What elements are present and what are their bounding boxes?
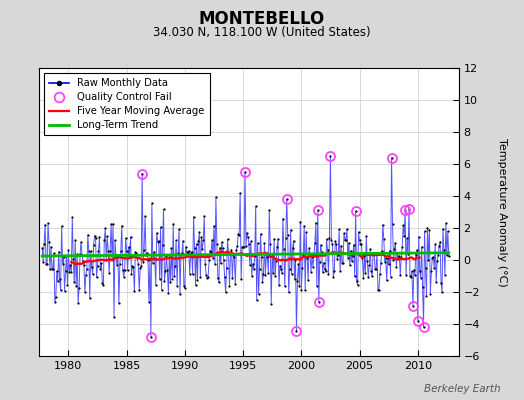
Text: 34.030 N, 118.100 W (United States): 34.030 N, 118.100 W (United States) xyxy=(153,26,371,39)
Y-axis label: Temperature Anomaly (°C): Temperature Anomaly (°C) xyxy=(497,138,507,286)
Text: Berkeley Earth: Berkeley Earth xyxy=(424,384,500,394)
Legend: Raw Monthly Data, Quality Control Fail, Five Year Moving Average, Long-Term Tren: Raw Monthly Data, Quality Control Fail, … xyxy=(45,73,210,135)
Text: MONTEBELLO: MONTEBELLO xyxy=(199,10,325,28)
